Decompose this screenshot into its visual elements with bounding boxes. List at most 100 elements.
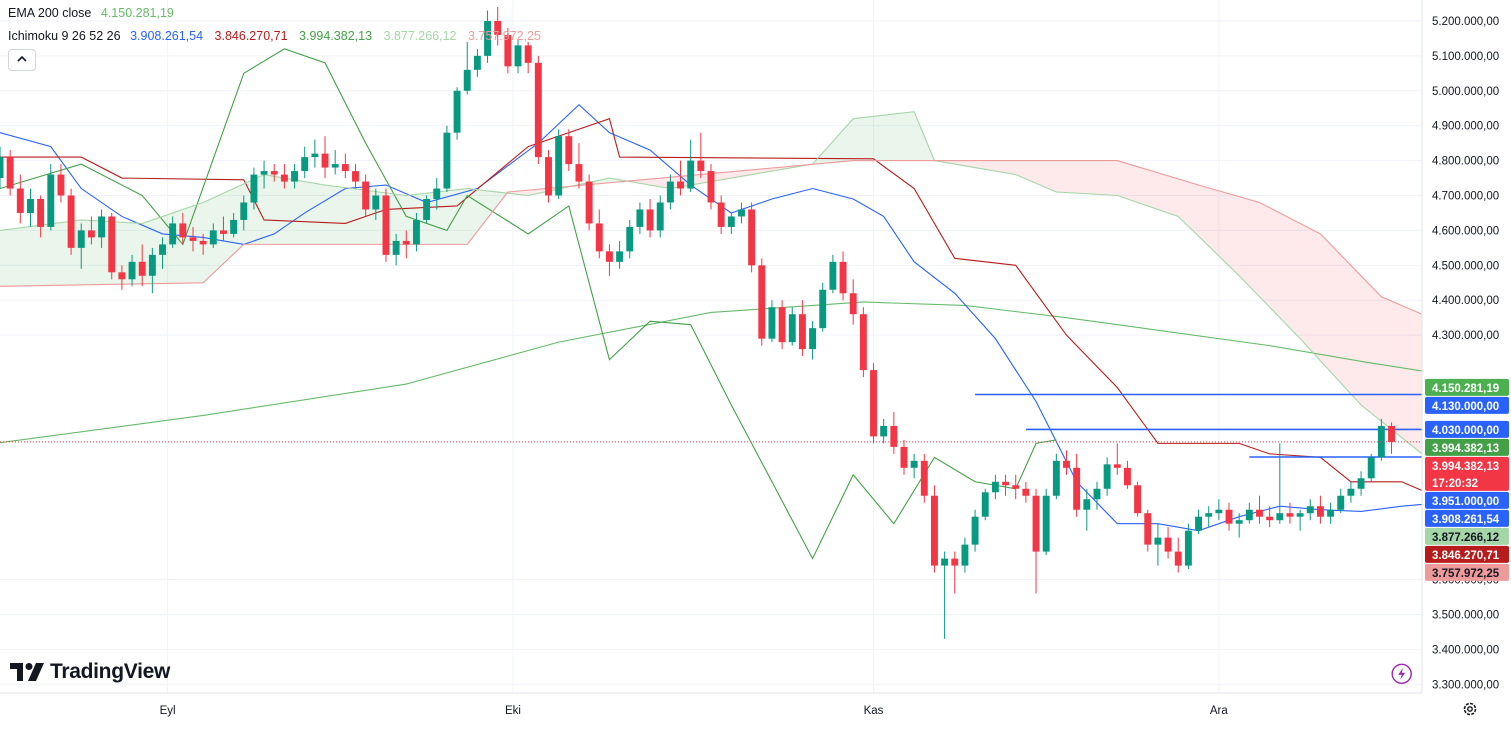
candle[interactable] xyxy=(1316,495,1324,524)
candle[interactable] xyxy=(341,153,349,179)
candle[interactable] xyxy=(473,48,481,77)
candle[interactable] xyxy=(77,223,85,269)
candle[interactable] xyxy=(291,164,299,189)
candle[interactable] xyxy=(382,188,390,262)
candle[interactable] xyxy=(616,240,624,269)
candle[interactable] xyxy=(311,139,319,168)
candle[interactable] xyxy=(595,209,603,259)
horizontal-lines[interactable] xyxy=(975,393,1422,458)
candle[interactable] xyxy=(697,132,705,179)
candle[interactable] xyxy=(402,230,410,259)
candle[interactable] xyxy=(443,125,451,193)
candle[interactable] xyxy=(1388,422,1395,454)
candle[interactable] xyxy=(280,164,288,189)
candle[interactable] xyxy=(362,174,370,217)
candle[interactable] xyxy=(717,195,725,234)
candle[interactable] xyxy=(859,307,867,378)
candle[interactable] xyxy=(534,55,542,165)
candle[interactable] xyxy=(524,41,532,74)
candle[interactable] xyxy=(687,139,695,193)
candle[interactable] xyxy=(677,160,684,196)
candle[interactable] xyxy=(1174,537,1182,573)
candle[interactable] xyxy=(1022,481,1030,503)
candle[interactable] xyxy=(169,216,177,248)
candle[interactable] xyxy=(778,300,786,350)
brand-logo[interactable]: TradingView xyxy=(10,660,170,684)
candle[interactable] xyxy=(585,174,593,231)
candle[interactable] xyxy=(47,164,55,231)
candle[interactable] xyxy=(352,164,359,189)
candle[interactable] xyxy=(738,202,745,224)
candle[interactable] xyxy=(646,198,654,238)
candle[interactable] xyxy=(27,188,34,227)
candle[interactable] xyxy=(209,223,217,248)
candle[interactable] xyxy=(605,244,613,276)
candle[interactable] xyxy=(108,212,116,280)
candle[interactable] xyxy=(1063,450,1070,475)
candle[interactable] xyxy=(321,136,329,179)
candle[interactable] xyxy=(1357,471,1365,496)
lightning-icon[interactable] xyxy=(1391,663,1412,684)
candle[interactable] xyxy=(1123,460,1131,489)
candle[interactable] xyxy=(433,178,441,210)
candle[interactable] xyxy=(301,146,309,179)
candle[interactable] xyxy=(707,164,715,210)
candle[interactable] xyxy=(1144,509,1152,552)
candle[interactable] xyxy=(961,537,969,573)
candle[interactable] xyxy=(1286,502,1294,524)
candle[interactable] xyxy=(1296,509,1304,531)
candle[interactable] xyxy=(1154,523,1162,566)
candle[interactable] xyxy=(1042,488,1050,556)
candles[interactable] xyxy=(0,6,1395,639)
candle[interactable] xyxy=(849,279,857,325)
candle[interactable] xyxy=(900,439,908,475)
candle[interactable] xyxy=(555,129,563,199)
candle[interactable] xyxy=(1266,506,1274,528)
candle[interactable] xyxy=(545,150,552,203)
candle[interactable] xyxy=(1306,499,1314,521)
legend-row-ichimoku[interactable]: Ichimoku 9 26 52 26 3.908.261,54 3.846.2… xyxy=(8,25,549,48)
candle[interactable] xyxy=(1103,457,1111,496)
candle[interactable] xyxy=(1347,481,1355,503)
candle[interactable] xyxy=(941,551,949,639)
candle[interactable] xyxy=(809,321,817,360)
candle[interactable] xyxy=(98,209,106,248)
candle[interactable] xyxy=(260,160,268,189)
candle[interactable] xyxy=(880,418,888,444)
candle[interactable] xyxy=(1235,513,1243,538)
candle[interactable] xyxy=(748,202,756,273)
candle[interactable] xyxy=(118,265,126,290)
candle[interactable] xyxy=(138,244,146,287)
candle[interactable] xyxy=(666,174,674,210)
candle[interactable] xyxy=(839,251,847,301)
candle[interactable] xyxy=(179,212,187,245)
candle[interactable] xyxy=(819,282,827,332)
candle[interactable] xyxy=(890,411,898,454)
candle[interactable] xyxy=(128,254,136,287)
candle[interactable] xyxy=(626,219,634,259)
candle[interactable] xyxy=(270,164,278,182)
candle[interactable] xyxy=(768,300,776,343)
candle[interactable] xyxy=(1083,488,1091,531)
candle[interactable] xyxy=(991,474,999,500)
candle[interactable] xyxy=(931,485,938,573)
candle[interactable] xyxy=(1002,474,1010,496)
candle[interactable] xyxy=(758,258,766,346)
candle[interactable] xyxy=(159,237,166,269)
candle[interactable] xyxy=(981,488,989,521)
candle[interactable] xyxy=(37,195,45,238)
candle[interactable] xyxy=(951,551,959,594)
candle[interactable] xyxy=(1093,481,1101,510)
candle[interactable] xyxy=(575,143,583,189)
candle[interactable] xyxy=(331,150,339,175)
candle[interactable] xyxy=(1113,443,1121,475)
candle[interactable] xyxy=(230,212,238,238)
candle[interactable] xyxy=(250,167,258,210)
candle[interactable] xyxy=(829,254,837,294)
candle[interactable] xyxy=(484,10,491,63)
candle[interactable] xyxy=(565,129,573,172)
candle[interactable] xyxy=(504,27,512,74)
